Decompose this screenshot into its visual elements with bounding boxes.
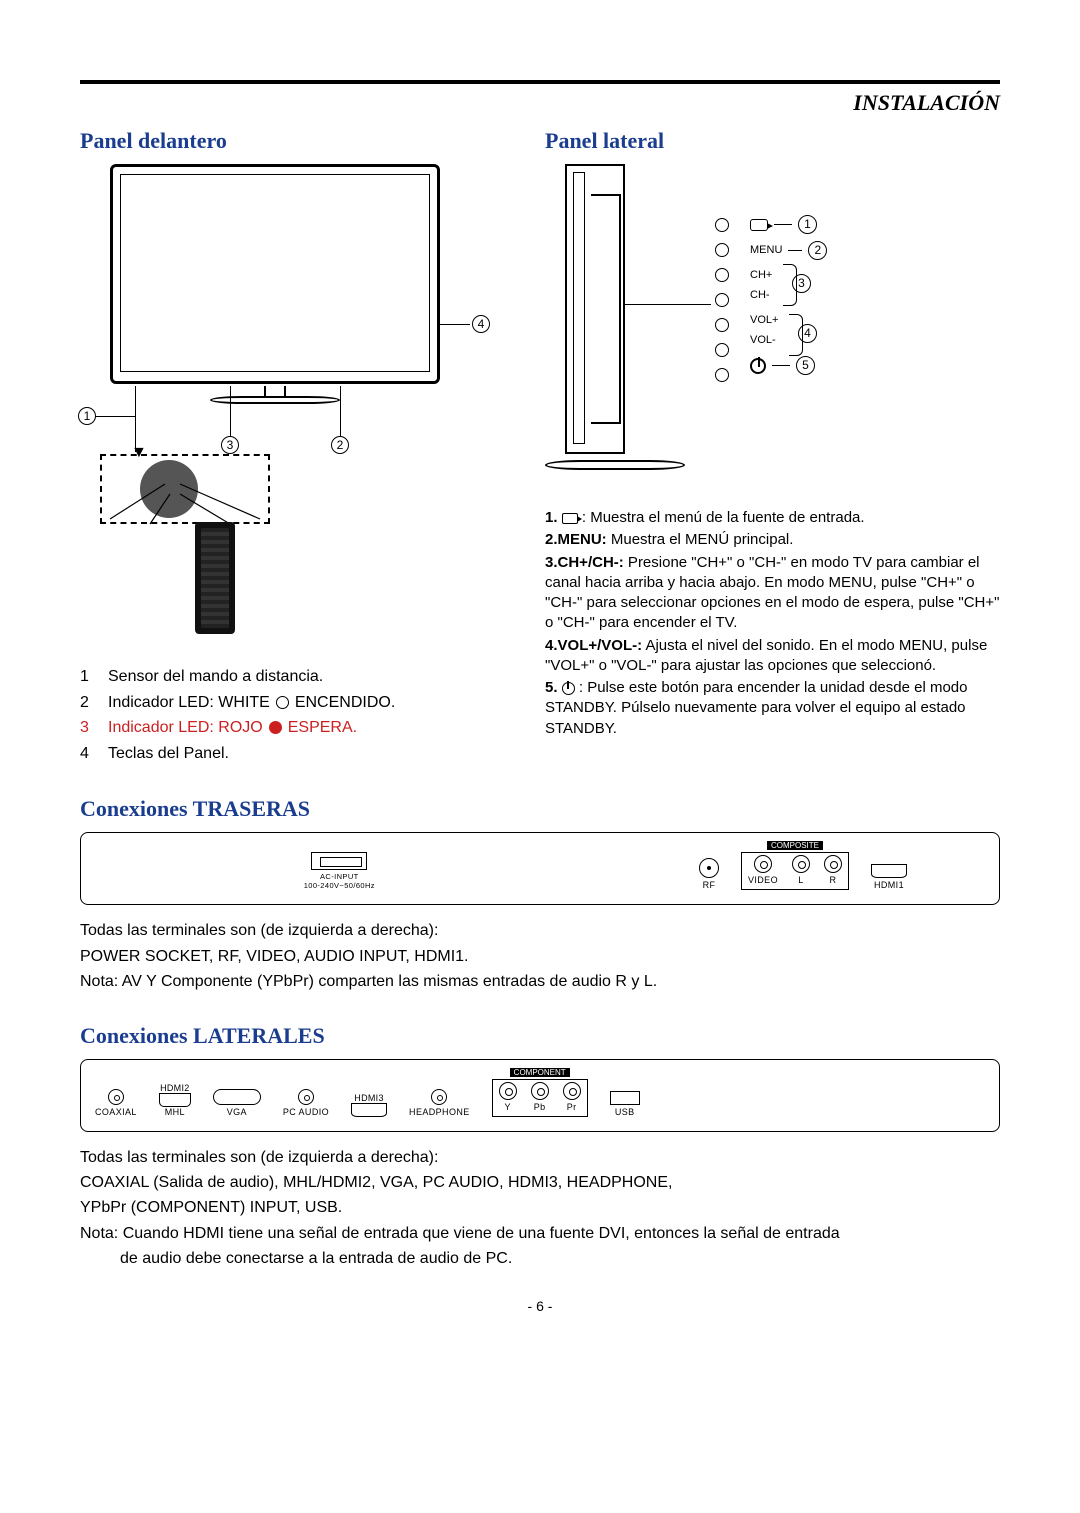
side-panel-diagram: 1 MENU2 CH+ CH-3 VOL+ VOL-4 5 [545, 164, 975, 484]
front-title: Panel delantero [80, 128, 535, 154]
remote-icon [195, 522, 235, 634]
sideconn-title: Conexiones LATERALES [80, 1023, 1000, 1049]
front-panel-diagram: 4 ▼ 1 3 2 [80, 164, 450, 464]
vga-port [213, 1089, 261, 1105]
rear-title: Conexiones TRASERAS [80, 796, 1000, 822]
power-icon [750, 358, 766, 374]
input-icon [562, 513, 578, 524]
hdmi1-port [871, 864, 907, 878]
callout-1: 1 [78, 407, 96, 425]
power-icon [562, 682, 575, 695]
rear-text: Todas las terminales son (de izquierda a… [80, 919, 1000, 993]
sideconn-text: Todas las terminales son (de izquierda a… [80, 1146, 1000, 1270]
front-legend: 1Sensor del mando a distancia. 2Indicado… [80, 664, 535, 766]
callout-2: 2 [331, 436, 349, 454]
led-white-icon [276, 696, 289, 709]
ac-input-port [311, 852, 367, 870]
led-red-icon [269, 721, 282, 734]
mhl-port [159, 1093, 191, 1107]
side-connections: COAXIAL HDMI2 MHL VGA PC AUDIO HDMI3 HEA… [80, 1059, 1000, 1132]
page-number: - 6 - [80, 1298, 1000, 1314]
input-icon [750, 219, 768, 231]
side-title: Panel lateral [545, 128, 1000, 154]
rf-port [699, 858, 719, 878]
hdmi3-port [351, 1103, 387, 1117]
side-desc: 1. : Muestra el menú de la fuente de ent… [545, 508, 1000, 739]
coaxial-port [108, 1089, 124, 1105]
usb-port [610, 1091, 640, 1105]
page-header: INSTALACIÓN [80, 90, 1000, 116]
rear-connections: AC-INPUT100-240V~50/60Hz RF COMPOSITE VI… [80, 832, 1000, 905]
callout-3: 3 [221, 436, 239, 454]
pcaudio-port [298, 1089, 314, 1105]
headphone-port [431, 1089, 447, 1105]
callout-4: 4 [472, 315, 490, 333]
header-rule [80, 80, 1000, 84]
